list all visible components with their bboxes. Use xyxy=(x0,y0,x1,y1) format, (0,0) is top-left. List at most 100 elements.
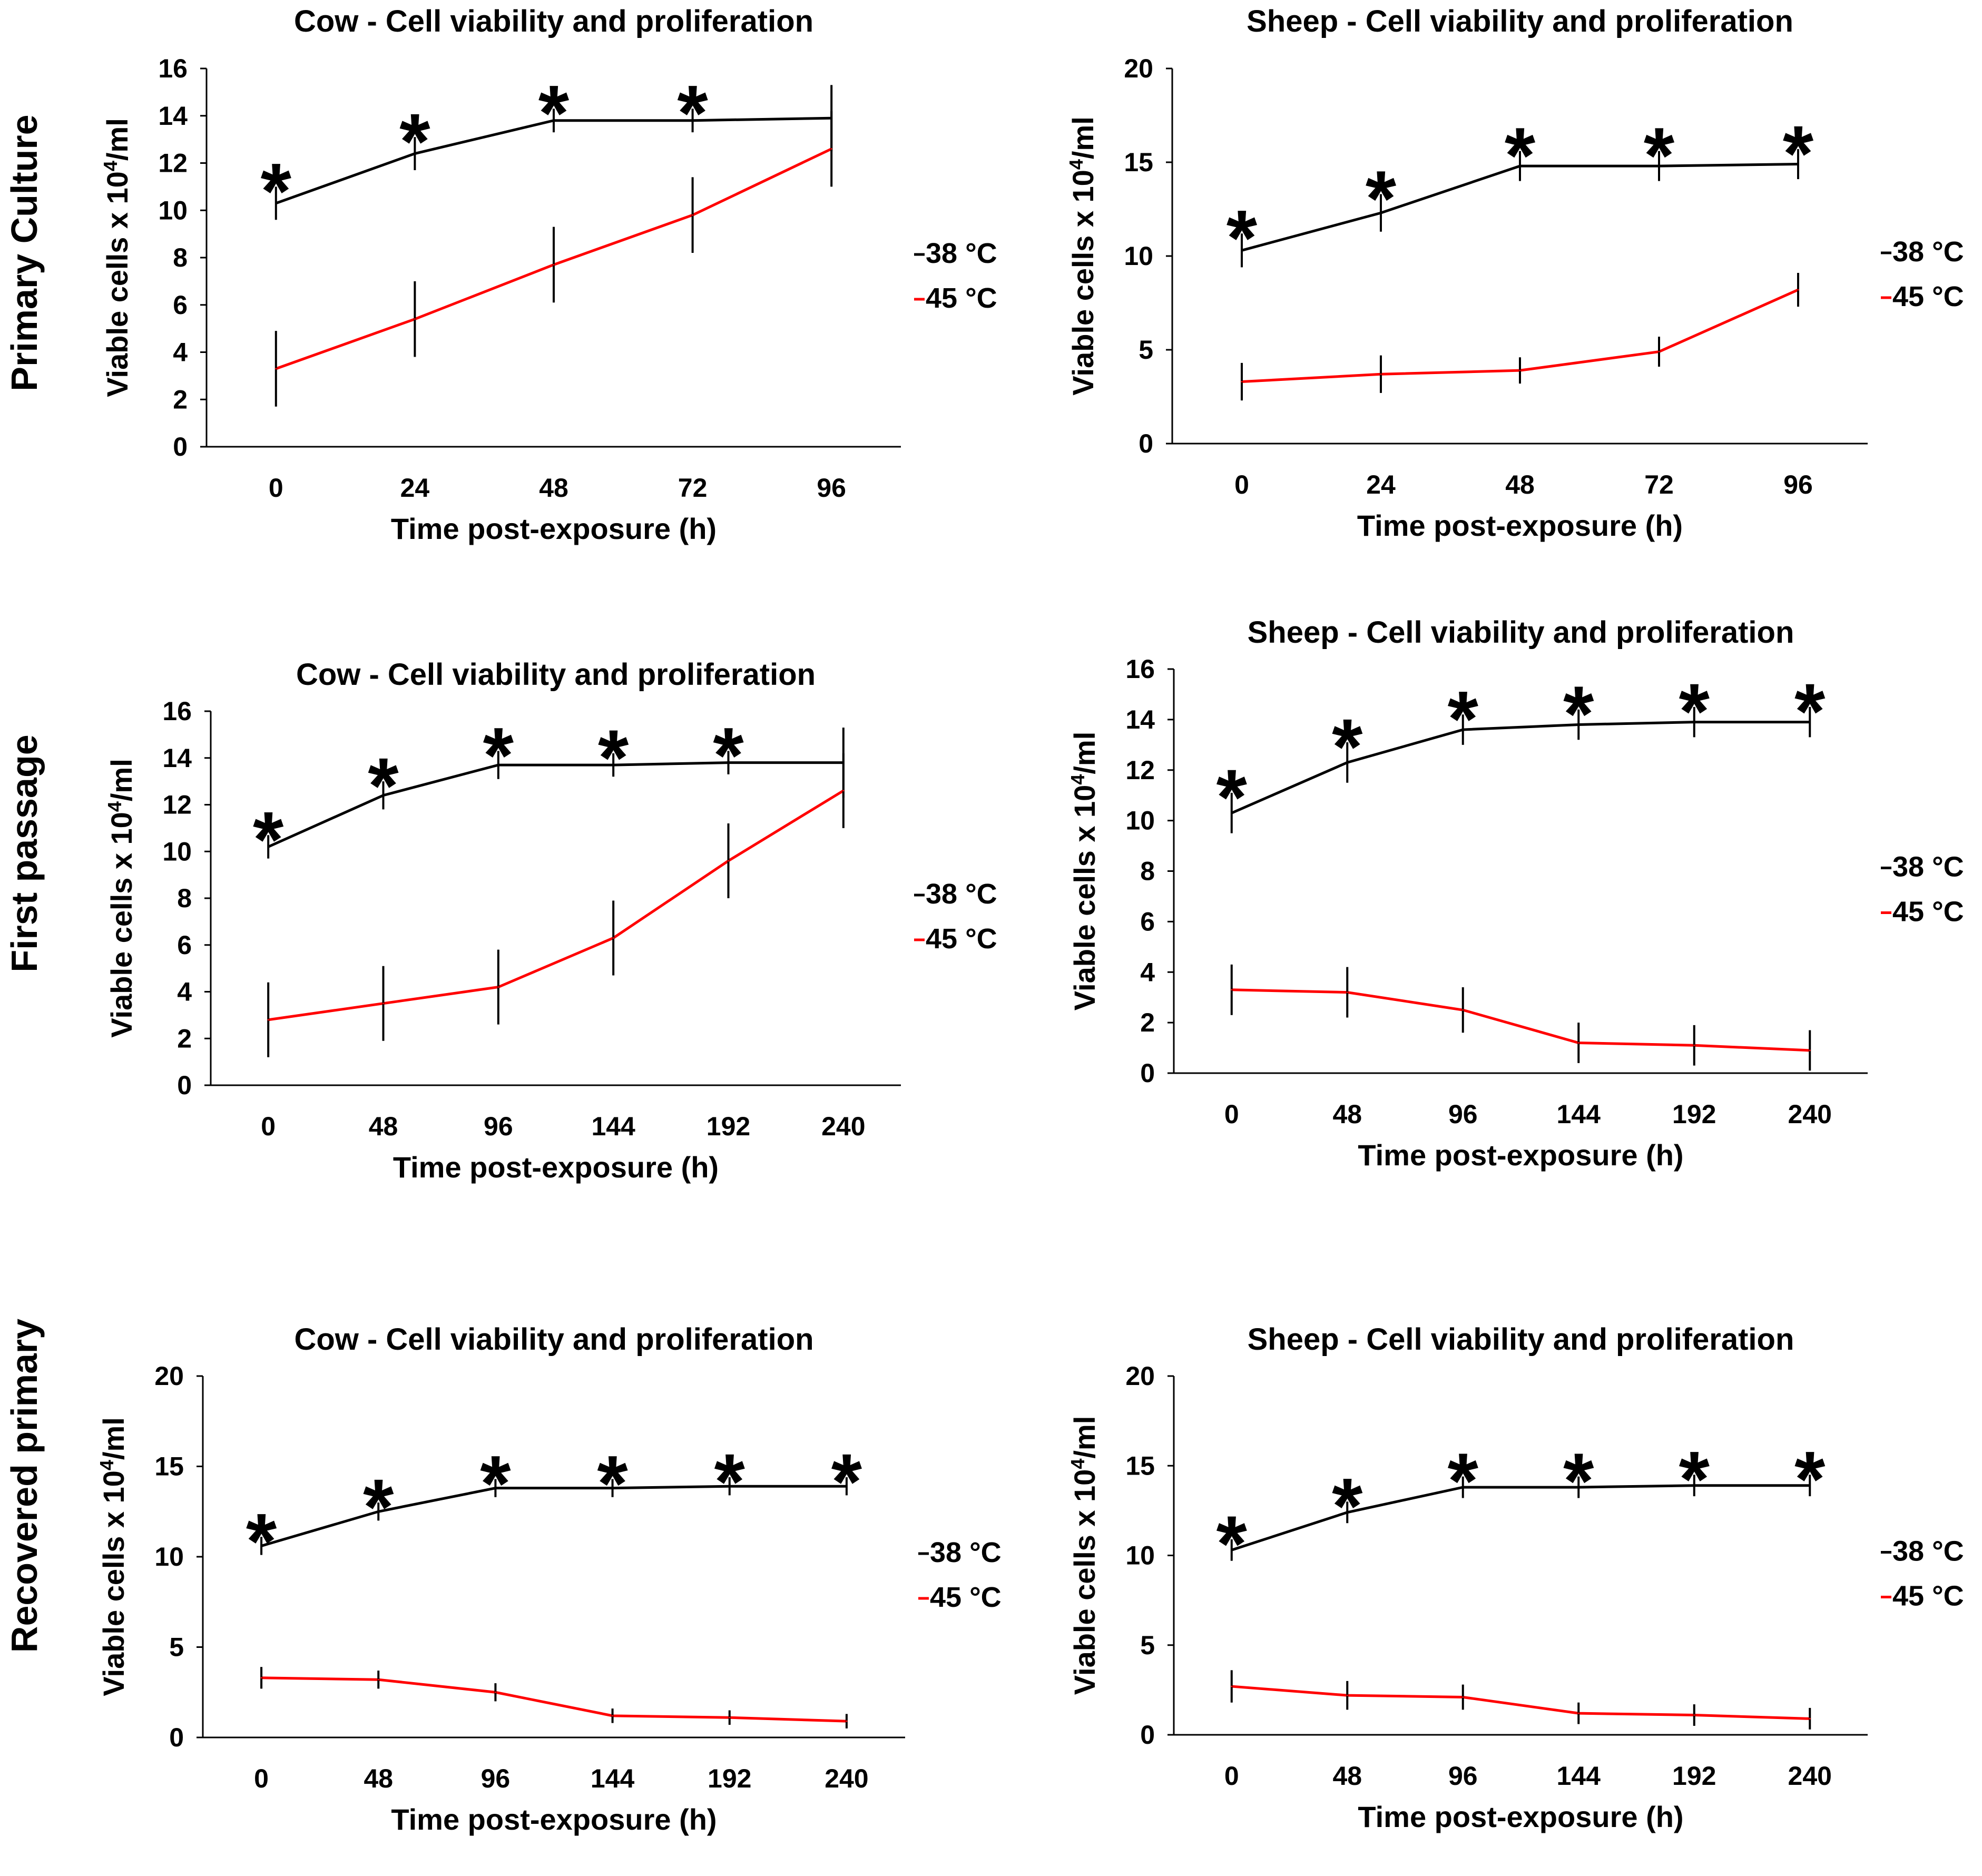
significance-star: * xyxy=(1448,674,1479,763)
data-point xyxy=(414,153,416,155)
x-tick-label: 96 xyxy=(1448,1761,1478,1791)
significance-star: * xyxy=(713,711,744,799)
x-tick-label: 240 xyxy=(1788,1761,1832,1791)
significance-star: * xyxy=(261,146,292,235)
y-label-exponent: 4 xyxy=(96,1460,117,1470)
y-tick-label: 10 xyxy=(1125,1541,1155,1570)
y-tick-label: 6 xyxy=(177,930,192,960)
y-label-text: Viable cells x 10 xyxy=(1066,170,1100,396)
significance-star: * xyxy=(246,1497,277,1585)
y-label-unit: /ml xyxy=(105,759,138,801)
data-point xyxy=(497,764,499,766)
data-point xyxy=(1231,1685,1233,1687)
data-point xyxy=(1241,249,1243,251)
significance-star: * xyxy=(677,68,708,157)
x-tick-label: 192 xyxy=(707,1112,750,1141)
data-point xyxy=(612,1715,614,1717)
x-tick-label: 48 xyxy=(1332,1099,1362,1129)
series-line-45C xyxy=(1231,1685,1810,1720)
data-point xyxy=(1462,1486,1464,1488)
y-tick-label: 0 xyxy=(1140,1720,1155,1750)
data-point xyxy=(382,794,384,797)
y-axis-label: Viable cells x 104/ml xyxy=(100,118,134,397)
significance-star: * xyxy=(1679,667,1710,755)
data-point xyxy=(1231,1549,1233,1551)
row-label-first-passage: First passage xyxy=(4,734,45,972)
significance-star: * xyxy=(1794,1435,1826,1523)
significance-star: * xyxy=(1332,1461,1363,1550)
chart-title: Sheep - Cell viability and proliferation xyxy=(1248,615,1794,650)
y-tick-label: 20 xyxy=(154,1361,184,1391)
y-tick-label: 20 xyxy=(1125,1361,1155,1391)
data-point xyxy=(377,1510,379,1512)
x-tick-label: 192 xyxy=(708,1764,751,1793)
significance-star: * xyxy=(253,795,284,883)
data-point xyxy=(1577,1712,1579,1714)
data-point xyxy=(612,764,614,766)
y-tick-label: 12 xyxy=(1125,755,1155,785)
data-point xyxy=(728,762,729,764)
y-label-text: Viable cells x 10 xyxy=(1068,1469,1101,1695)
data-point xyxy=(1346,761,1348,763)
data-point xyxy=(260,1677,262,1679)
data-point xyxy=(1346,991,1348,994)
y-tick-label: 10 xyxy=(1124,241,1153,271)
x-tick-label: 144 xyxy=(591,1764,635,1793)
data-point xyxy=(1658,351,1660,353)
y-tick-label: 0 xyxy=(1139,429,1153,458)
y-tick-label: 0 xyxy=(177,1070,192,1100)
y-tick-label: 8 xyxy=(173,243,188,272)
x-tick-label: 96 xyxy=(1783,470,1813,499)
legend-label: 38 °C xyxy=(1892,851,1964,883)
x-tick-label: 48 xyxy=(539,473,568,503)
data-point xyxy=(1231,989,1233,991)
series-line-38C xyxy=(1231,1484,1810,1551)
y-tick-label: 6 xyxy=(1140,907,1155,936)
data-point xyxy=(275,202,277,204)
data-point xyxy=(494,1487,496,1489)
series-line-38C xyxy=(268,761,843,848)
x-tick-label: 192 xyxy=(1672,1099,1716,1129)
x-tick-label: 72 xyxy=(1644,470,1674,499)
chart-title: Cow - Cell viability and proliferation xyxy=(296,657,816,692)
y-tick-label: 16 xyxy=(162,696,192,726)
x-axis-label: Time post-exposure (h) xyxy=(391,1803,717,1836)
x-tick-label: 0 xyxy=(261,1112,276,1141)
data-point xyxy=(1380,212,1382,214)
y-label-unit: /ml xyxy=(97,1417,130,1460)
significance-star: * xyxy=(1679,1435,1710,1523)
significance-star: * xyxy=(1794,667,1826,755)
y-tick-label: 16 xyxy=(158,54,188,83)
y-tick-label: 2 xyxy=(1140,1008,1155,1037)
x-tick-label: 24 xyxy=(1366,470,1396,499)
significance-star: * xyxy=(1332,702,1363,791)
y-tick-label: 14 xyxy=(158,101,188,131)
x-tick-label: 240 xyxy=(1788,1099,1832,1129)
significance-star: * xyxy=(538,68,570,157)
data-point xyxy=(1809,1717,1811,1720)
significance-star: * xyxy=(1563,1437,1594,1525)
y-axis-label: Viable cells x 104/ml xyxy=(1065,116,1100,396)
data-point xyxy=(692,120,694,122)
legend-label: 38 °C xyxy=(1892,1536,1964,1567)
data-point xyxy=(1577,723,1579,725)
chart-title: Sheep - Cell viability and proliferation xyxy=(1247,4,1793,38)
y-tick-label: 10 xyxy=(162,837,192,866)
chart-panel-4: 0 5 10 15 20 0 48 96 144 192 240 Cow - Cell viabili… xyxy=(96,1322,1002,1836)
data-point xyxy=(1462,1009,1464,1011)
y-tick-label: 2 xyxy=(173,385,188,414)
data-point xyxy=(1462,1696,1464,1698)
data-point xyxy=(830,148,832,150)
y-tick-label: 0 xyxy=(173,432,188,461)
y-axis-label: Viable cells x 104/ml xyxy=(104,759,139,1038)
data-point xyxy=(1241,381,1243,383)
significance-star: * xyxy=(368,741,399,830)
chart-title: Cow - Cell viability and proliferation xyxy=(294,1322,813,1357)
legend-label: 38 °C xyxy=(926,238,997,269)
legend-label: 38 °C xyxy=(926,878,997,910)
data-point xyxy=(1693,1714,1695,1716)
y-tick-label: 15 xyxy=(1124,148,1153,177)
significance-star: * xyxy=(483,711,514,799)
data-point xyxy=(1658,165,1660,167)
y-tick-label: 4 xyxy=(1140,957,1155,987)
